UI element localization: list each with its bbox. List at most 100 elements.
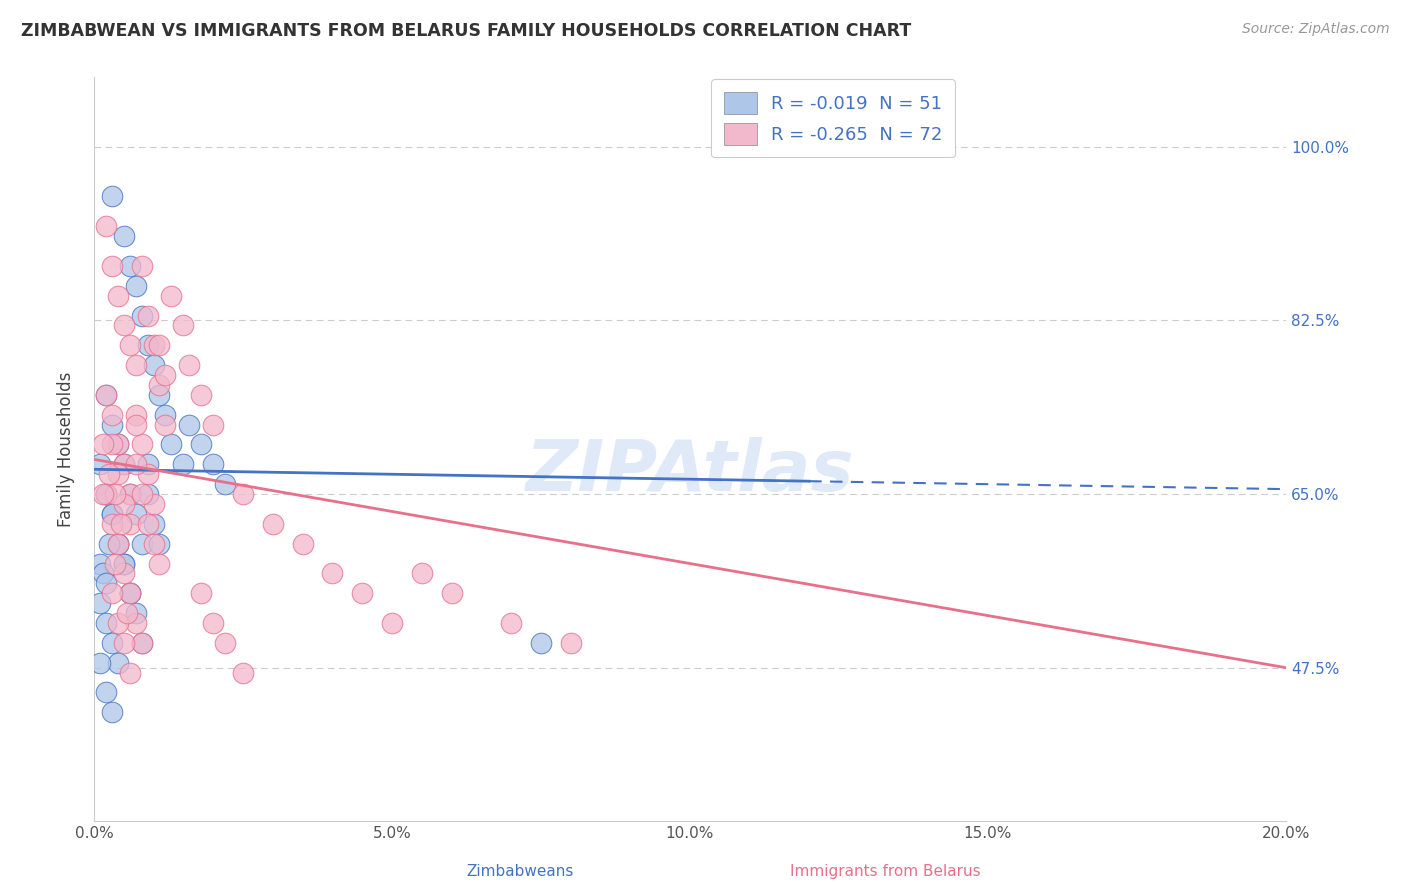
Point	[142, 497, 165, 511]
Point	[101, 417, 124, 432]
Point	[97, 467, 120, 482]
Point	[104, 487, 127, 501]
Point	[112, 229, 135, 244]
Point	[94, 487, 117, 501]
Text: ZIPAtlas: ZIPAtlas	[526, 437, 855, 507]
Point	[112, 557, 135, 571]
Point	[352, 586, 374, 600]
Point	[118, 665, 141, 680]
Point	[214, 477, 236, 491]
Point	[107, 656, 129, 670]
Point	[190, 437, 212, 451]
Point	[107, 537, 129, 551]
Point	[101, 189, 124, 203]
Point	[131, 487, 153, 501]
Point	[136, 467, 159, 482]
Point	[142, 338, 165, 352]
Point	[107, 537, 129, 551]
Point	[131, 636, 153, 650]
Point	[107, 437, 129, 451]
Point	[94, 615, 117, 630]
Point	[94, 388, 117, 402]
Point	[131, 437, 153, 451]
Point	[101, 706, 124, 720]
Point	[112, 566, 135, 581]
Point	[94, 576, 117, 591]
Point	[91, 487, 114, 501]
Point	[124, 408, 146, 422]
Point	[142, 358, 165, 372]
Point	[155, 417, 177, 432]
Point	[291, 537, 314, 551]
Point	[148, 338, 170, 352]
Point	[142, 537, 165, 551]
Point	[107, 467, 129, 482]
Point	[101, 507, 124, 521]
Point	[101, 437, 124, 451]
Point	[107, 437, 129, 451]
Point	[124, 606, 146, 620]
Point	[124, 458, 146, 472]
Point	[155, 368, 177, 382]
Point	[202, 458, 225, 472]
Point	[148, 557, 170, 571]
Point	[101, 586, 124, 600]
Point	[112, 318, 135, 333]
Point	[107, 288, 129, 302]
Point	[202, 615, 225, 630]
Point	[190, 388, 212, 402]
Point	[179, 358, 201, 372]
Point	[94, 487, 117, 501]
Point	[124, 507, 146, 521]
Point	[104, 557, 127, 571]
Point	[214, 636, 236, 650]
Point	[94, 685, 117, 699]
Point	[107, 537, 129, 551]
Point	[411, 566, 433, 581]
Point	[190, 586, 212, 600]
Point	[89, 557, 111, 571]
Point	[124, 278, 146, 293]
Point	[118, 586, 141, 600]
Point	[440, 586, 463, 600]
Point	[530, 636, 553, 650]
Point	[148, 378, 170, 392]
Point	[101, 636, 124, 650]
Point	[112, 458, 135, 472]
Point	[97, 537, 120, 551]
Point	[560, 636, 582, 650]
Point	[131, 537, 153, 551]
Point	[172, 458, 194, 472]
Point	[124, 417, 146, 432]
Point	[118, 487, 141, 501]
Point	[118, 487, 141, 501]
Point	[107, 615, 129, 630]
Point	[155, 408, 177, 422]
Point	[94, 219, 117, 234]
Point	[381, 615, 404, 630]
Point	[89, 656, 111, 670]
Point	[101, 259, 124, 273]
Point	[172, 318, 194, 333]
Point	[179, 417, 201, 432]
Point	[101, 516, 124, 531]
Point	[131, 309, 153, 323]
Point	[501, 615, 523, 630]
Point	[112, 458, 135, 472]
Point	[148, 388, 170, 402]
Point	[94, 487, 117, 501]
Point	[232, 665, 254, 680]
Point	[91, 437, 114, 451]
Point	[112, 497, 135, 511]
Point	[110, 516, 132, 531]
Point	[136, 516, 159, 531]
Point	[118, 586, 141, 600]
Text: Immigrants from Belarus: Immigrants from Belarus	[790, 863, 981, 879]
Point	[118, 338, 141, 352]
Point	[142, 516, 165, 531]
Point	[118, 586, 141, 600]
Point	[1126, 834, 1149, 848]
Point	[118, 259, 141, 273]
Point	[94, 388, 117, 402]
Point	[262, 516, 284, 531]
